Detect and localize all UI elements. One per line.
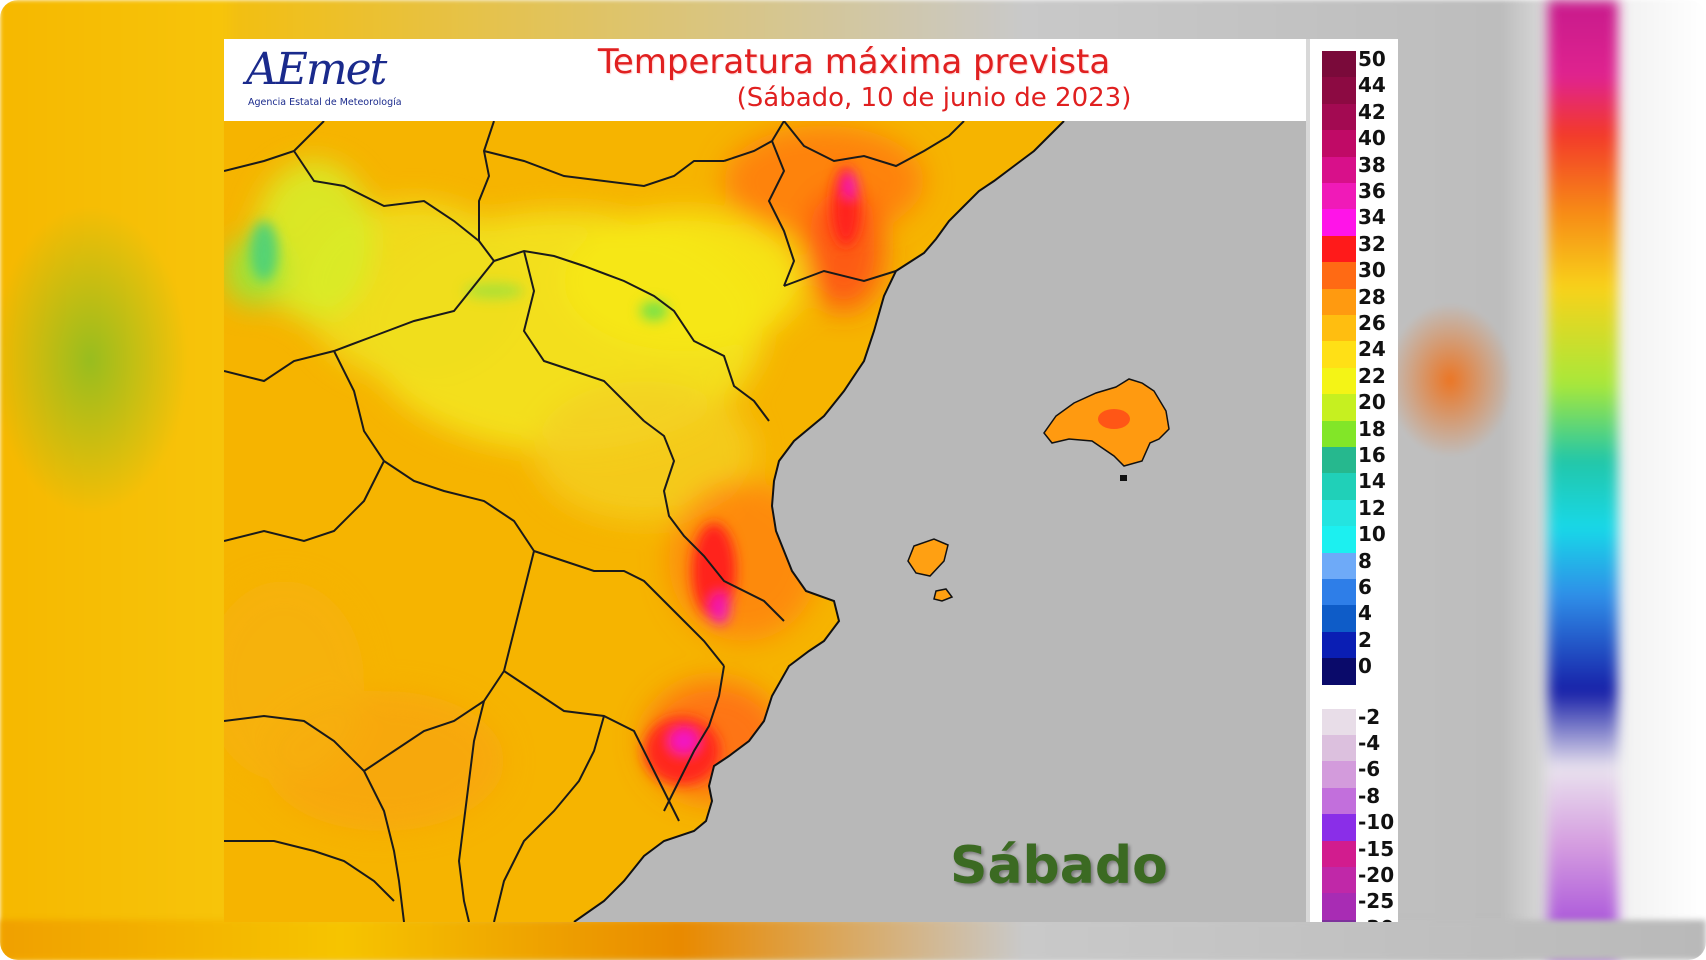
- legend-swatch: [1322, 51, 1356, 78]
- legend-swatch: [1322, 814, 1356, 841]
- legend-swatch: [1322, 631, 1356, 659]
- day-label: Sábado: [950, 836, 1168, 896]
- legend-swatch: [1322, 103, 1356, 131]
- temperature-legend: 50 44 42 40 38 36 34 32 30 28 26 24 22 20 18 16 14 12 10 8 6…: [1306, 39, 1398, 922]
- legend-label: -30: [1358, 917, 1394, 922]
- legend-swatch: [1322, 130, 1356, 157]
- legend-swatch: [1322, 183, 1356, 210]
- legend-label: 24: [1358, 337, 1386, 362]
- legend-label: 20: [1358, 390, 1386, 415]
- legend-label: 14: [1358, 469, 1386, 494]
- legend-swatch: [1322, 235, 1356, 263]
- formentera-island: [933, 588, 954, 602]
- legend-swatch: [1322, 919, 1356, 922]
- background-blurred-legend: [1548, 0, 1618, 960]
- legend-label: 40: [1358, 126, 1386, 151]
- legend-label: -8: [1358, 783, 1381, 808]
- legend-label: 22: [1358, 363, 1386, 388]
- mallorca-island: [1043, 378, 1170, 467]
- legend-label: -15: [1358, 836, 1395, 861]
- legend-swatch: [1322, 526, 1356, 553]
- legend-swatch: [1322, 262, 1356, 289]
- legend-label: 28: [1358, 284, 1386, 309]
- legend-label: 10: [1358, 522, 1386, 547]
- legend-swatch: [1322, 579, 1356, 606]
- legend-label: 18: [1358, 416, 1386, 441]
- aemet-logo: AEmet Agencia Estatal de Meteorología: [246, 44, 402, 117]
- logo-subtitle: Agencia Estatal de Meteorología: [248, 97, 402, 108]
- legend-swatch: [1322, 761, 1356, 788]
- legend-swatch: [1322, 499, 1356, 527]
- legend-label: 34: [1358, 205, 1386, 230]
- legend-swatch: [1322, 420, 1356, 447]
- legend-swatch: [1322, 315, 1356, 342]
- legend-label: 12: [1358, 495, 1386, 520]
- map-title: Temperatura máxima prevista: [597, 42, 1111, 82]
- cabrera-island: [1120, 475, 1127, 481]
- legend-label: 36: [1358, 179, 1386, 203]
- legend-label: 32: [1358, 231, 1386, 256]
- mainland-iberia: [224, 121, 1064, 922]
- legend-label: 26: [1358, 311, 1386, 335]
- legend-swatch: [1322, 394, 1356, 421]
- legend-swatch: [1322, 341, 1356, 368]
- legend-swatch: [1322, 893, 1356, 920]
- background-bottom-strip: [0, 920, 1706, 960]
- legend-swatch: [1322, 552, 1356, 579]
- legend-swatch: [1322, 708, 1356, 735]
- map-header: AEmet Agencia Estatal de Meteorología Te…: [224, 39, 1306, 121]
- legend-label: -2: [1358, 704, 1381, 729]
- legend-label: -10: [1358, 810, 1395, 835]
- legend-swatch: [1322, 77, 1356, 104]
- legend-swatch: [1322, 156, 1356, 183]
- legend-swatch: [1322, 605, 1356, 632]
- legend-label: 8: [1358, 548, 1372, 573]
- legend-label: 2: [1358, 627, 1372, 652]
- forecast-map-panel: AEmet Agencia Estatal de Meteorología Te…: [224, 39, 1398, 922]
- legend-swatch: [1322, 473, 1356, 500]
- coastline: [573, 121, 1065, 922]
- logo-wordmark: AEmet: [246, 44, 387, 95]
- legend-swatch: [1322, 735, 1356, 762]
- legend-label: 0: [1358, 654, 1372, 679]
- legend-swatch: [1322, 209, 1356, 236]
- legend-swatch: [1322, 867, 1356, 894]
- legend-swatch: [1322, 787, 1356, 815]
- province-boundaries: [224, 121, 965, 922]
- legend-label: 50: [1358, 47, 1386, 71]
- legend-label: 16: [1358, 443, 1386, 467]
- legend-label: -20: [1358, 863, 1395, 887]
- legend-label: 4: [1358, 601, 1372, 626]
- legend-label: -6: [1358, 757, 1381, 782]
- legend-label: 6: [1358, 575, 1372, 599]
- legend-label: 42: [1358, 99, 1386, 124]
- legend-label: 30: [1358, 258, 1386, 283]
- legend-swatch: [1322, 447, 1356, 474]
- map-date-subtitle: (Sábado, 10 de junio de 2023): [736, 83, 1132, 113]
- legend-swatch: [1322, 840, 1356, 867]
- legend-label: 44: [1358, 73, 1386, 98]
- ibiza-island: [907, 538, 949, 577]
- legend-swatch: [1322, 658, 1356, 685]
- temperature-map: Sábado: [224, 121, 1306, 922]
- legend-label: -4: [1358, 731, 1381, 755]
- legend-swatch: [1322, 288, 1356, 315]
- map-canvas: [224, 121, 1306, 922]
- legend-swatch: [1322, 367, 1356, 395]
- legend-label: -25: [1358, 889, 1395, 914]
- legend-label: 38: [1358, 152, 1386, 177]
